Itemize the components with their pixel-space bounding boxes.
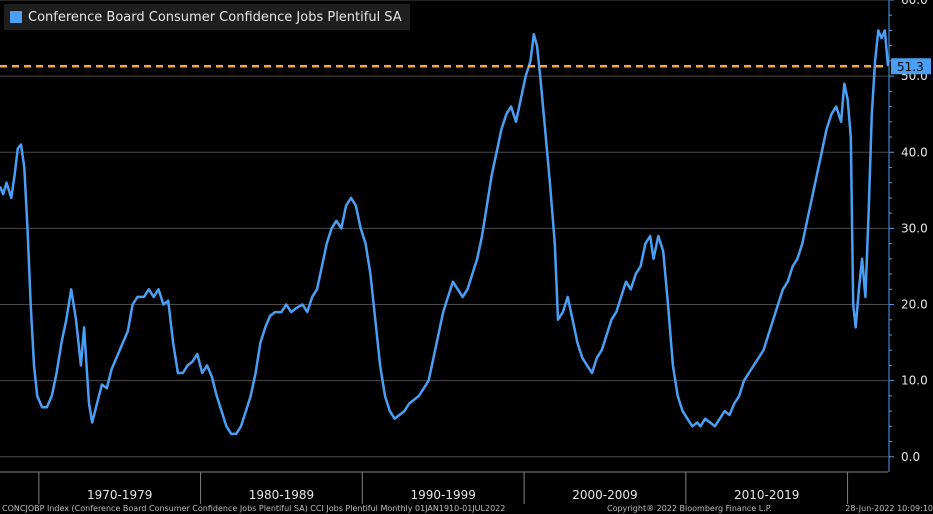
y-tick-label: 60.0 [901,0,928,7]
footer-copyright: Copyright® 2022 Bloomberg Finance L.P. [607,504,772,513]
last-value-badge [891,58,931,75]
x-tick-label: 1980-1989 [249,488,314,502]
y-tick-label: 20.0 [901,298,928,312]
legend-swatch [10,11,22,23]
y-tick-label: 0.0 [901,450,920,464]
y-tick-label: 10.0 [901,374,928,388]
x-tick-label: 1970-1979 [87,488,152,502]
footer-timestamp: 28-Jun-2022 10:09:10 [845,504,933,513]
y-tick-label: 40.0 [901,145,928,159]
x-tick-label: 2000-2009 [572,488,637,502]
footer: CONCJOBP Index (Conference Board Consume… [0,504,933,514]
x-tick-label: 1990-1999 [410,488,475,502]
y-tick-label: 30.0 [901,221,928,235]
legend-label: Conference Board Consumer Confidence Job… [28,9,402,25]
last-value-label: 51.3 [897,60,924,74]
series-line [0,29,890,436]
footer-source: CONCJOBP Index (Conference Board Consume… [2,504,506,513]
x-tick-label: 2010-2019 [734,488,799,502]
legend: Conference Board Consumer Confidence Job… [4,4,410,30]
